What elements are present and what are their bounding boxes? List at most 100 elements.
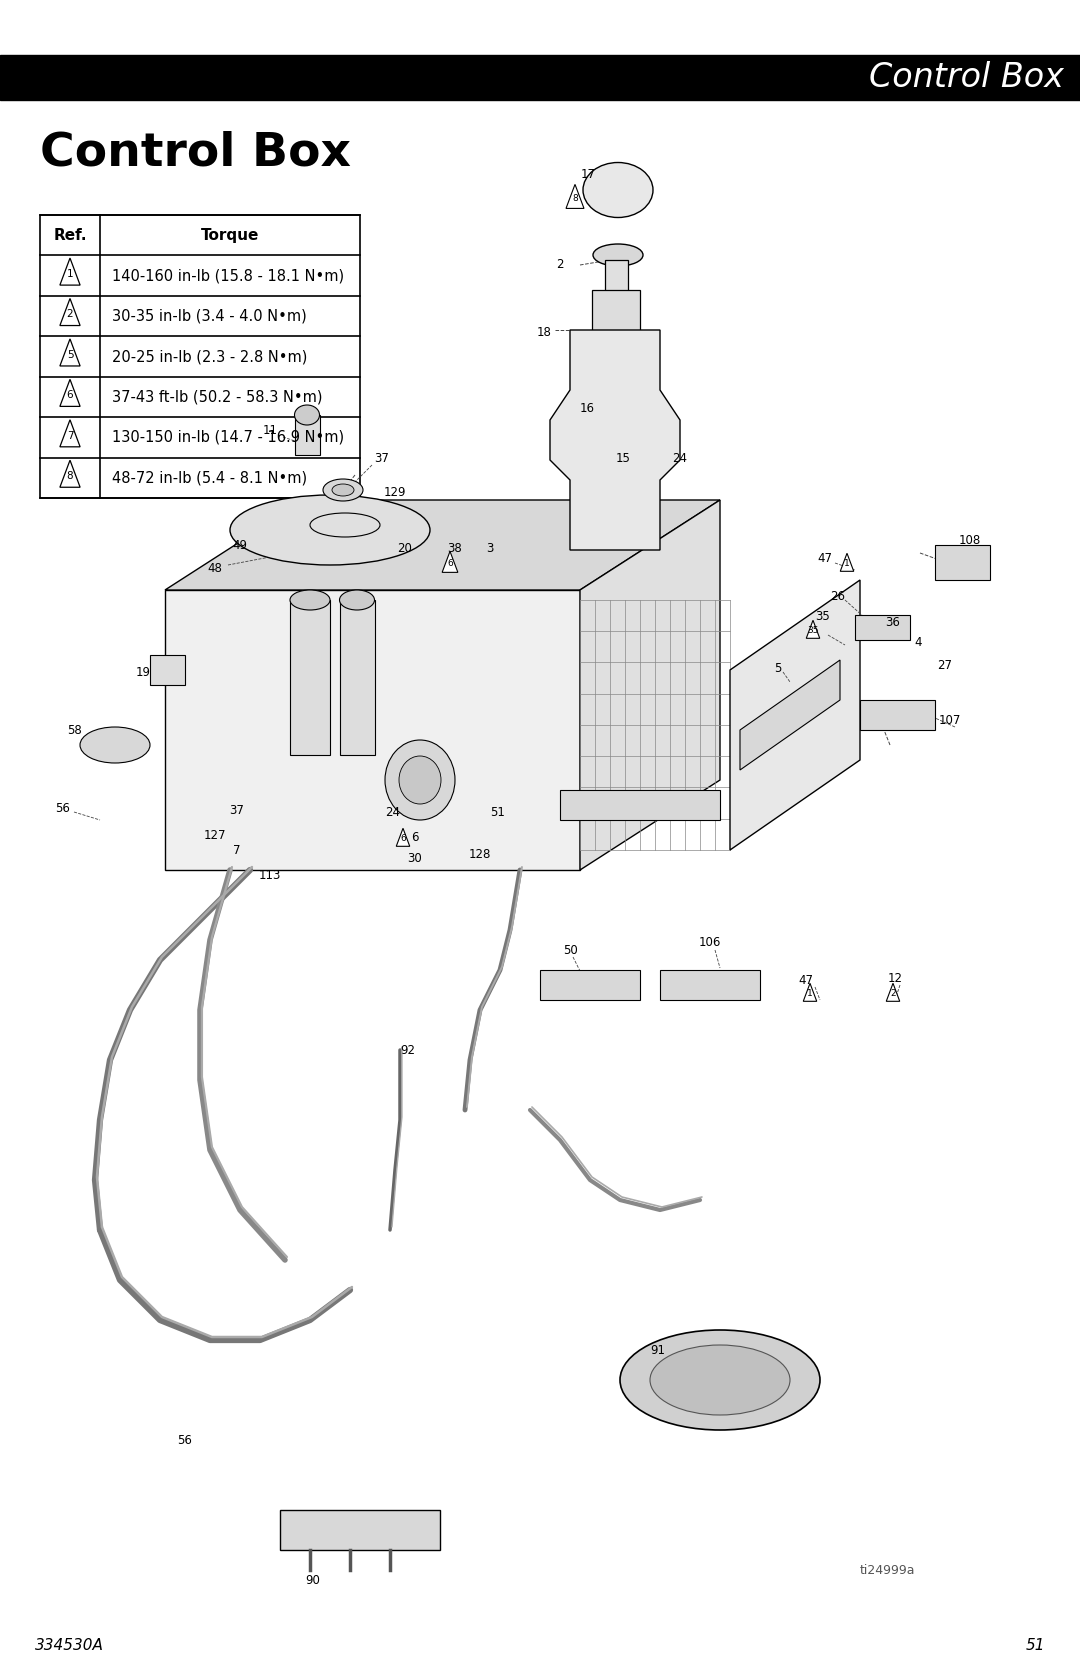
- Text: 108: 108: [959, 534, 981, 546]
- Polygon shape: [580, 501, 720, 870]
- Text: 6: 6: [411, 831, 419, 843]
- Text: 90: 90: [306, 1574, 321, 1587]
- Text: 6: 6: [400, 834, 406, 843]
- Text: 11: 11: [262, 424, 278, 437]
- Bar: [540, 970, 640, 1000]
- Text: 37-43 ft-lb (50.2 - 58.3 N•m): 37-43 ft-lb (50.2 - 58.3 N•m): [112, 389, 323, 404]
- Text: 51: 51: [490, 806, 505, 818]
- Polygon shape: [550, 330, 680, 551]
- Text: 2: 2: [556, 259, 564, 272]
- Text: 6: 6: [447, 559, 453, 567]
- Text: 30-35 in-lb (3.4 - 4.0 N•m): 30-35 in-lb (3.4 - 4.0 N•m): [112, 309, 307, 324]
- Text: 15: 15: [616, 452, 631, 464]
- Text: 30: 30: [407, 851, 422, 865]
- Text: 26: 26: [831, 589, 846, 603]
- Text: 1: 1: [845, 559, 850, 567]
- Text: 37: 37: [375, 452, 390, 464]
- Bar: [0, 55, 1080, 100]
- Polygon shape: [165, 591, 580, 870]
- Polygon shape: [840, 554, 853, 571]
- Ellipse shape: [332, 484, 354, 496]
- Text: 113: 113: [259, 868, 281, 881]
- Ellipse shape: [230, 496, 430, 566]
- Polygon shape: [59, 299, 80, 325]
- Bar: [860, 699, 935, 729]
- Ellipse shape: [620, 1330, 820, 1430]
- Text: 1: 1: [67, 269, 73, 279]
- Text: 49: 49: [232, 539, 247, 551]
- Text: 2: 2: [67, 309, 73, 319]
- Bar: [660, 970, 760, 1000]
- Bar: [40, 215, 360, 497]
- Text: 18: 18: [537, 325, 552, 339]
- Text: 56: 56: [177, 1434, 192, 1447]
- Text: 35: 35: [807, 626, 819, 634]
- Bar: [291, 599, 330, 754]
- Text: 37: 37: [230, 803, 244, 816]
- Text: 5: 5: [774, 661, 782, 674]
- Text: 140-160 in-lb (15.8 - 18.1 N•m): 140-160 in-lb (15.8 - 18.1 N•m): [112, 269, 345, 284]
- Polygon shape: [740, 659, 840, 769]
- Bar: [150, 654, 185, 684]
- Ellipse shape: [80, 728, 150, 763]
- Bar: [295, 416, 320, 456]
- Polygon shape: [566, 184, 584, 209]
- Text: 91: 91: [650, 1344, 665, 1357]
- Text: 48-72 in-lb (5.4 - 8.1 N•m): 48-72 in-lb (5.4 - 8.1 N•m): [112, 471, 307, 486]
- Text: 128: 128: [469, 848, 491, 861]
- Text: 7: 7: [233, 843, 241, 856]
- Text: 127: 127: [204, 828, 226, 841]
- Text: 36: 36: [886, 616, 901, 629]
- Text: 24: 24: [386, 806, 401, 818]
- Text: 20-25 in-lb (2.3 - 2.8 N•m): 20-25 in-lb (2.3 - 2.8 N•m): [112, 349, 308, 364]
- Ellipse shape: [295, 406, 320, 426]
- Text: 5: 5: [67, 350, 73, 361]
- Text: 17: 17: [581, 169, 595, 182]
- Text: 107: 107: [939, 714, 961, 726]
- Bar: [855, 614, 910, 639]
- Text: 130-150 in-lb (14.7 - 16.9 N•m): 130-150 in-lb (14.7 - 16.9 N•m): [112, 431, 345, 446]
- Text: 47: 47: [818, 551, 833, 564]
- Text: 92: 92: [401, 1043, 416, 1056]
- Text: 38: 38: [447, 541, 462, 554]
- Polygon shape: [59, 461, 80, 487]
- Polygon shape: [887, 983, 900, 1001]
- Polygon shape: [59, 259, 80, 285]
- Text: 56: 56: [55, 801, 70, 814]
- Polygon shape: [59, 379, 80, 406]
- Text: 16: 16: [580, 402, 594, 414]
- Text: 2: 2: [890, 988, 895, 998]
- Bar: [280, 1510, 440, 1551]
- Polygon shape: [442, 551, 458, 572]
- Polygon shape: [59, 421, 80, 447]
- Text: 48: 48: [207, 561, 222, 574]
- Text: 50: 50: [563, 943, 578, 956]
- Text: 20: 20: [397, 541, 413, 554]
- Polygon shape: [59, 339, 80, 366]
- Text: 4: 4: [915, 636, 921, 649]
- Ellipse shape: [384, 739, 455, 819]
- Ellipse shape: [323, 479, 363, 501]
- Text: 47: 47: [798, 973, 813, 986]
- Ellipse shape: [399, 756, 441, 804]
- Ellipse shape: [339, 591, 375, 609]
- Text: 106: 106: [699, 936, 721, 950]
- Text: 8: 8: [67, 471, 73, 481]
- Text: 51: 51: [1026, 1637, 1045, 1652]
- Ellipse shape: [310, 512, 380, 537]
- Text: Control Box: Control Box: [40, 130, 351, 175]
- Text: 6: 6: [67, 391, 73, 401]
- Text: 334530A: 334530A: [35, 1637, 104, 1652]
- Text: 24: 24: [673, 452, 688, 464]
- Text: 58: 58: [68, 723, 82, 736]
- Text: 35: 35: [815, 611, 831, 624]
- Text: Ref.: Ref.: [53, 227, 86, 242]
- Polygon shape: [730, 581, 860, 850]
- Bar: [935, 546, 990, 581]
- Text: 7: 7: [67, 431, 73, 441]
- Ellipse shape: [291, 591, 330, 609]
- Text: 1: 1: [807, 988, 813, 998]
- Polygon shape: [165, 501, 720, 591]
- Ellipse shape: [583, 162, 653, 217]
- Text: 27: 27: [937, 659, 953, 671]
